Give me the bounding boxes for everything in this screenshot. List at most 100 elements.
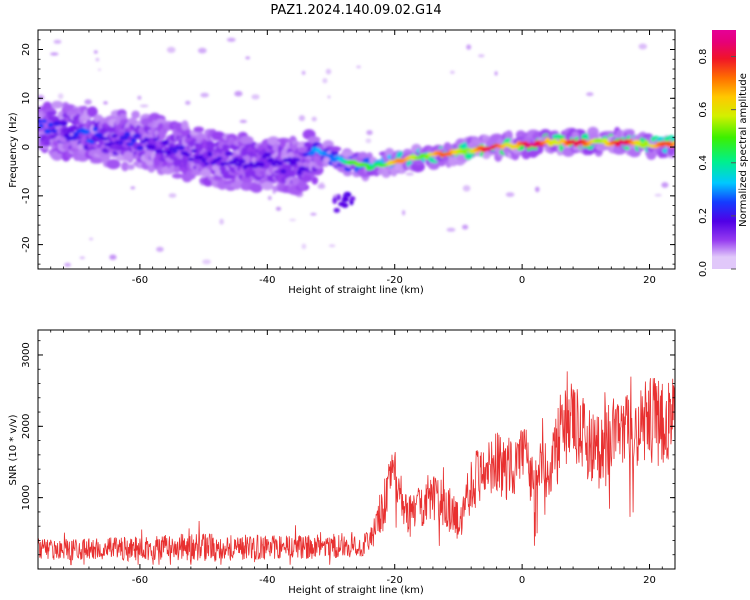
spectrogram-noise-blob	[450, 70, 455, 75]
spectrogram-ridge-core	[280, 169, 287, 174]
spectrogram-noise-blob	[322, 78, 328, 84]
snr-panel: -60 -40 -20 0 20 1000 2000 3000 Height of strai…	[8, 329, 676, 596]
spectrogram-noise-blob	[405, 172, 414, 176]
spectrogram-noise-blob	[50, 52, 59, 56]
spectrogram-ridge-core	[200, 157, 207, 163]
spectrogram-halo	[126, 164, 135, 170]
spectrogram-noise-blob	[130, 186, 136, 190]
spectrogram-halo	[173, 165, 181, 173]
spectrogram-ridge-core	[153, 137, 159, 141]
spectrogram-halo	[311, 176, 319, 185]
spectrogram-ridge-core	[461, 149, 468, 155]
spectrogram-noise-blob	[310, 212, 317, 216]
spectrogram-x-tick-label: -60	[132, 275, 148, 286]
spectrogram-halo	[193, 126, 204, 133]
spectrogram-noise-blob	[462, 224, 469, 230]
spectrogram-band	[467, 153, 474, 158]
spectrogram-x-axis-label: Height of straight line (km)	[288, 285, 424, 296]
spectrogram-ridge-core	[234, 162, 243, 167]
spectrogram-noise-blob	[535, 186, 540, 193]
spectrogram-halo	[340, 150, 355, 158]
spectrogram-ridge-core	[50, 129, 58, 133]
spectrogram-ridge-core	[177, 145, 185, 151]
spectrogram-feature	[333, 207, 340, 213]
spectrogram-ridge-core	[149, 144, 156, 150]
spectrogram-ridge-core	[73, 132, 80, 138]
spectrogram-ridge-core	[59, 121, 68, 127]
spectrogram-noise-blob	[366, 130, 373, 136]
spectrogram-ridge-core	[288, 160, 297, 166]
spectrogram-halo	[158, 128, 166, 140]
spectrogram-noise-blob	[275, 206, 282, 211]
spectrogram-ridge-core	[94, 132, 103, 138]
colorbar-tick-label: 0.0	[698, 261, 709, 277]
spectrogram-halo	[106, 159, 121, 170]
spectrogram-halo	[181, 120, 189, 131]
spectrogram-ridge-core	[89, 140, 95, 145]
spectrogram-noise-blob	[93, 50, 98, 54]
spectrogram-feature	[349, 196, 356, 202]
spectrogram-noise-blob	[311, 116, 317, 122]
spectrogram-ridge-core	[210, 161, 217, 165]
spectrogram-noise-blob	[219, 218, 224, 225]
spectrogram-ridge-core	[107, 141, 116, 145]
spectrogram-ridge-core	[132, 134, 141, 138]
spectrogram-noise-blob	[638, 43, 648, 50]
spectrogram-band	[220, 169, 226, 176]
spectrogram-ridge-core	[223, 161, 229, 166]
spectrogram-y-tick-label: 0	[21, 144, 32, 150]
spectrogram-y-tick-label: 10	[21, 92, 32, 105]
spectrogram-halo	[626, 129, 635, 137]
spectrogram-ridge-core	[44, 128, 51, 134]
spectrogram-ridge-core	[369, 165, 375, 170]
spectrogram-noise-blob	[661, 182, 669, 188]
colorbar-tick-label: 0.2	[698, 208, 709, 224]
spectrogram-noise-blob	[79, 256, 86, 260]
spectrogram-halo	[329, 146, 342, 152]
spectrogram-x-tick-label: -20	[387, 275, 403, 286]
snr-y-tick-label: 3000	[21, 342, 32, 367]
spectrogram-noise-blob	[245, 56, 250, 60]
spectrogram-halo	[250, 183, 263, 193]
spectrogram-ridge-core	[38, 119, 43, 124]
spectrogram-ridge-core	[81, 129, 91, 135]
spectrogram-noise-blob	[301, 70, 306, 75]
spectrogram-noise-blob	[84, 99, 92, 105]
spectrogram-noise-blob	[139, 104, 149, 108]
spectrogram-band	[46, 111, 57, 116]
spectrogram-ridge-core	[643, 140, 649, 146]
spectrogram-ridge-core	[204, 162, 210, 166]
spectrogram-ridge-core	[168, 146, 175, 151]
spectrogram-halo	[527, 149, 540, 157]
spectrogram-axes: -60 -40 -20 0 20 -20 -10 0 10 20	[21, 29, 676, 286]
spectrogram-heatmap	[38, 37, 675, 267]
spectrogram-noise-blob	[137, 95, 142, 100]
spectrogram-ridge-core	[172, 149, 178, 154]
spectrogram-feature	[341, 202, 349, 208]
spectrogram-noise-blob	[97, 68, 102, 71]
snr-y-tick-label: 2000	[21, 414, 32, 439]
spectrogram-noise-blob	[298, 115, 305, 122]
spectrogram-noise-blob	[462, 185, 471, 192]
spectrogram-ridge-core	[143, 137, 150, 142]
spectrogram-x-tick-label: 0	[519, 275, 525, 286]
spectrogram-ridge-core	[92, 126, 98, 132]
spectrogram-halo	[267, 136, 280, 146]
spectrogram-ridge-core	[126, 142, 134, 147]
spectrogram-halo	[428, 160, 440, 170]
spectrogram-ridge-core	[164, 149, 173, 156]
spectrogram-ridge-core	[216, 156, 223, 160]
spectrogram-noise-blob	[494, 71, 498, 76]
spectrogram-halo	[307, 136, 321, 144]
spectrogram-noise-blob	[197, 47, 207, 54]
spectrogram-ridge-core	[187, 157, 194, 162]
snr-plot-area	[38, 330, 675, 569]
spectrogram-halo	[240, 175, 254, 183]
snr-axes: -60 -40 -20 0 20 1000 2000 3000	[21, 330, 676, 586]
snr-x-tick-label: -20	[387, 575, 403, 586]
spectrogram-halo	[147, 165, 156, 173]
spectrogram-noise-blob	[317, 184, 326, 189]
spectrogram-ridge-core	[277, 161, 284, 166]
colorbar: 0.0 0.2 0.4 0.6 0.8 Normalized spectral ampl…	[698, 30, 749, 277]
